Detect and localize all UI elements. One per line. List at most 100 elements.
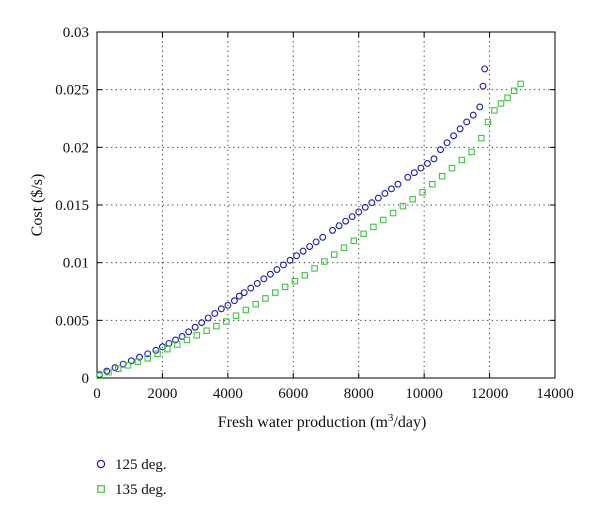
point-series-1 — [183, 336, 191, 344]
point-series-1 — [193, 332, 201, 339]
point-series-1 — [517, 80, 524, 88]
point-series-0 — [348, 213, 356, 220]
y-tick-label: 0.015 — [55, 198, 89, 214]
point-series-0 — [387, 185, 395, 193]
point-series-0 — [410, 169, 418, 177]
point-series-1 — [491, 107, 498, 114]
x-axis-title-main: Fresh water production (m — [218, 414, 389, 431]
point-series-1 — [370, 223, 377, 231]
y-tick-label: 0.025 — [55, 83, 89, 99]
point-series-0 — [152, 346, 160, 354]
point-series-0 — [430, 155, 438, 163]
point-series-0 — [247, 284, 255, 292]
point-series-0 — [437, 146, 444, 154]
point-series-1 — [291, 277, 299, 285]
point-series-1 — [497, 100, 505, 107]
point-series-0 — [329, 226, 336, 234]
point-series-1 — [222, 318, 230, 325]
point-series-1 — [510, 87, 518, 95]
point-series-0 — [217, 305, 225, 313]
point-series-0 — [335, 222, 343, 230]
point-series-1 — [115, 365, 122, 373]
point-series-0 — [299, 247, 307, 255]
x-tick-label: 12000 — [471, 386, 509, 402]
point-series-0 — [394, 180, 402, 188]
legend-item-125: 125 deg. — [96, 457, 167, 473]
point-series-0 — [235, 292, 243, 300]
data-points — [96, 65, 524, 379]
point-series-0 — [479, 82, 487, 90]
point-series-1 — [350, 237, 358, 245]
point-series-0 — [443, 139, 451, 147]
x-tick-label: 14000 — [536, 386, 574, 402]
y-axis-title: Cost ($/s) — [29, 174, 46, 237]
point-series-0 — [312, 238, 320, 246]
point-series-0 — [450, 132, 458, 140]
point-series-1 — [458, 156, 466, 164]
point-series-0 — [144, 350, 152, 358]
point-series-1 — [438, 172, 446, 180]
point-series-1 — [409, 195, 416, 203]
point-series-0 — [178, 333, 186, 340]
point-series-0 — [355, 208, 363, 216]
point-series-1 — [399, 202, 407, 210]
point-series-1 — [484, 118, 492, 126]
point-series-0 — [423, 160, 431, 167]
point-series-0 — [319, 233, 327, 241]
point-series-1 — [232, 312, 240, 319]
point-series-0 — [240, 289, 248, 297]
x-tick-label: 4000 — [213, 386, 243, 402]
point-series-0 — [342, 217, 350, 225]
point-series-0 — [481, 65, 489, 73]
point-series-1 — [124, 362, 132, 369]
point-series-1 — [468, 148, 475, 156]
point-series-0 — [230, 297, 238, 305]
point-series-1 — [154, 350, 161, 358]
x-axis-title: Fresh water production (m3/day) — [218, 412, 427, 431]
point-series-0 — [463, 118, 471, 126]
point-series-0 — [286, 256, 294, 264]
point-series-1 — [173, 341, 181, 348]
x-axis-title-suffix: /day) — [393, 414, 426, 431]
legend-marker-square — [97, 485, 105, 493]
y-tick-label: 0.01 — [63, 256, 89, 272]
point-series-0 — [211, 309, 219, 317]
point-series-1 — [448, 164, 456, 172]
point-series-0 — [204, 314, 212, 322]
legend-marker-circle — [96, 459, 106, 469]
point-series-1 — [105, 368, 112, 376]
point-series-1 — [96, 372, 103, 379]
y-tick-label: 0 — [82, 371, 90, 387]
point-series-1 — [330, 251, 338, 258]
x-axis-title-superscript: 3 — [388, 412, 394, 424]
point-series-0 — [476, 103, 484, 111]
point-series-1 — [144, 355, 151, 362]
legend-label-125: 125 deg. — [115, 457, 167, 473]
point-series-0 — [165, 339, 173, 347]
axis-ticks: 0 2000 4000 6000 8000 10000 12000 14000 0 0.005 0.… — [55, 25, 574, 402]
x-tick-label: 0 — [93, 386, 101, 402]
point-series-0 — [456, 125, 464, 133]
point-series-0 — [293, 252, 301, 260]
point-series-1 — [242, 306, 250, 314]
legend: 125 deg. 135 deg. — [96, 457, 167, 498]
point-series-1 — [321, 258, 328, 265]
plot-frame — [96, 31, 556, 379]
point-series-0 — [361, 203, 369, 211]
x-tick-label: 8000 — [344, 386, 374, 402]
point-series-1 — [213, 322, 220, 330]
point-series-0 — [253, 279, 261, 287]
point-series-0 — [198, 319, 206, 327]
point-series-0 — [185, 328, 193, 336]
point-series-1 — [311, 265, 318, 272]
point-series-0 — [191, 323, 199, 331]
point-series-1 — [262, 295, 269, 302]
point-series-0 — [127, 357, 135, 365]
y-tick-label: 0.03 — [63, 25, 89, 41]
point-series-0 — [306, 243, 314, 250]
point-series-0 — [381, 190, 389, 197]
x-tick-label: 2000 — [147, 386, 177, 402]
point-series-1 — [203, 327, 210, 334]
point-series-0 — [417, 164, 425, 172]
